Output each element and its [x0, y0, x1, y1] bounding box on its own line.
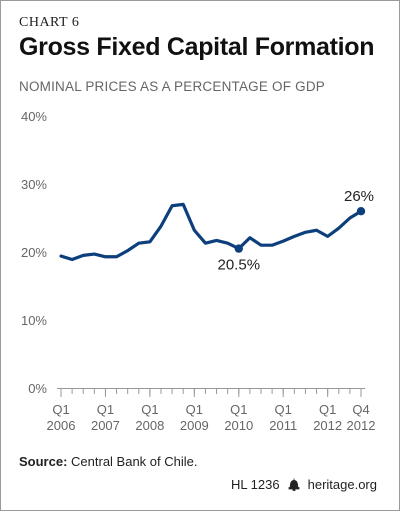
- x-tick-label-year: 2008: [135, 418, 164, 433]
- x-tick-label-year: 2007: [91, 418, 120, 433]
- annotation-label: 20.5%: [218, 257, 261, 274]
- series-line: [59, 202, 363, 262]
- x-tick-label-year: 2010: [224, 418, 253, 433]
- source-text: Central Bank of Chile.: [71, 454, 198, 469]
- annotation-label: 26%: [344, 188, 374, 205]
- y-tick-label: 20%: [21, 245, 47, 260]
- x-tick-label-year: 2012: [313, 418, 342, 433]
- chart-number: CHART 6: [19, 15, 80, 30]
- line-chart: 0%10%20%30%40%Q12006Q12007Q12008Q12009Q1…: [21, 109, 376, 433]
- liberty-bell-icon: [288, 478, 300, 491]
- source-note: Source: Central Bank of Chile.: [19, 454, 197, 469]
- chart-title: Gross Fixed Capital Formation: [19, 33, 375, 61]
- report-id: HL 1236: [230, 477, 280, 492]
- y-tick-label: 10%: [21, 313, 47, 328]
- annotation-point: [356, 207, 366, 216]
- site-link[interactable]: heritage.org: [307, 477, 377, 492]
- x-tick-label-quarter: Q4: [352, 402, 369, 417]
- x-tick-label-quarter: Q1: [52, 402, 69, 417]
- x-tick-label-quarter: Q1: [230, 402, 247, 417]
- x-tick-label-year: 2012: [347, 418, 376, 433]
- chart-subtitle: NOMINAL PRICES AS A PERCENTAGE OF GDP: [19, 79, 325, 94]
- x-tick-label-quarter: Q1: [319, 402, 336, 417]
- y-tick-label: 40%: [21, 109, 47, 124]
- x-tick-label-year: 2009: [180, 418, 209, 433]
- x-tick-label-quarter: Q1: [97, 402, 114, 417]
- x-tick-label-year: 2011: [269, 418, 297, 433]
- x-tick-label-quarter: Q1: [141, 402, 158, 417]
- footer-branding: HL 1236 heritage.org: [231, 477, 377, 492]
- y-tick-label: 30%: [21, 177, 47, 192]
- x-tick-label-year: 2006: [47, 418, 76, 433]
- source-label: Source:: [19, 454, 68, 469]
- x-tick-label-quarter: Q1: [275, 402, 292, 417]
- x-tick-label-quarter: Q1: [186, 402, 203, 417]
- annotation-point: [234, 244, 243, 253]
- y-tick-label: 0%: [28, 381, 47, 396]
